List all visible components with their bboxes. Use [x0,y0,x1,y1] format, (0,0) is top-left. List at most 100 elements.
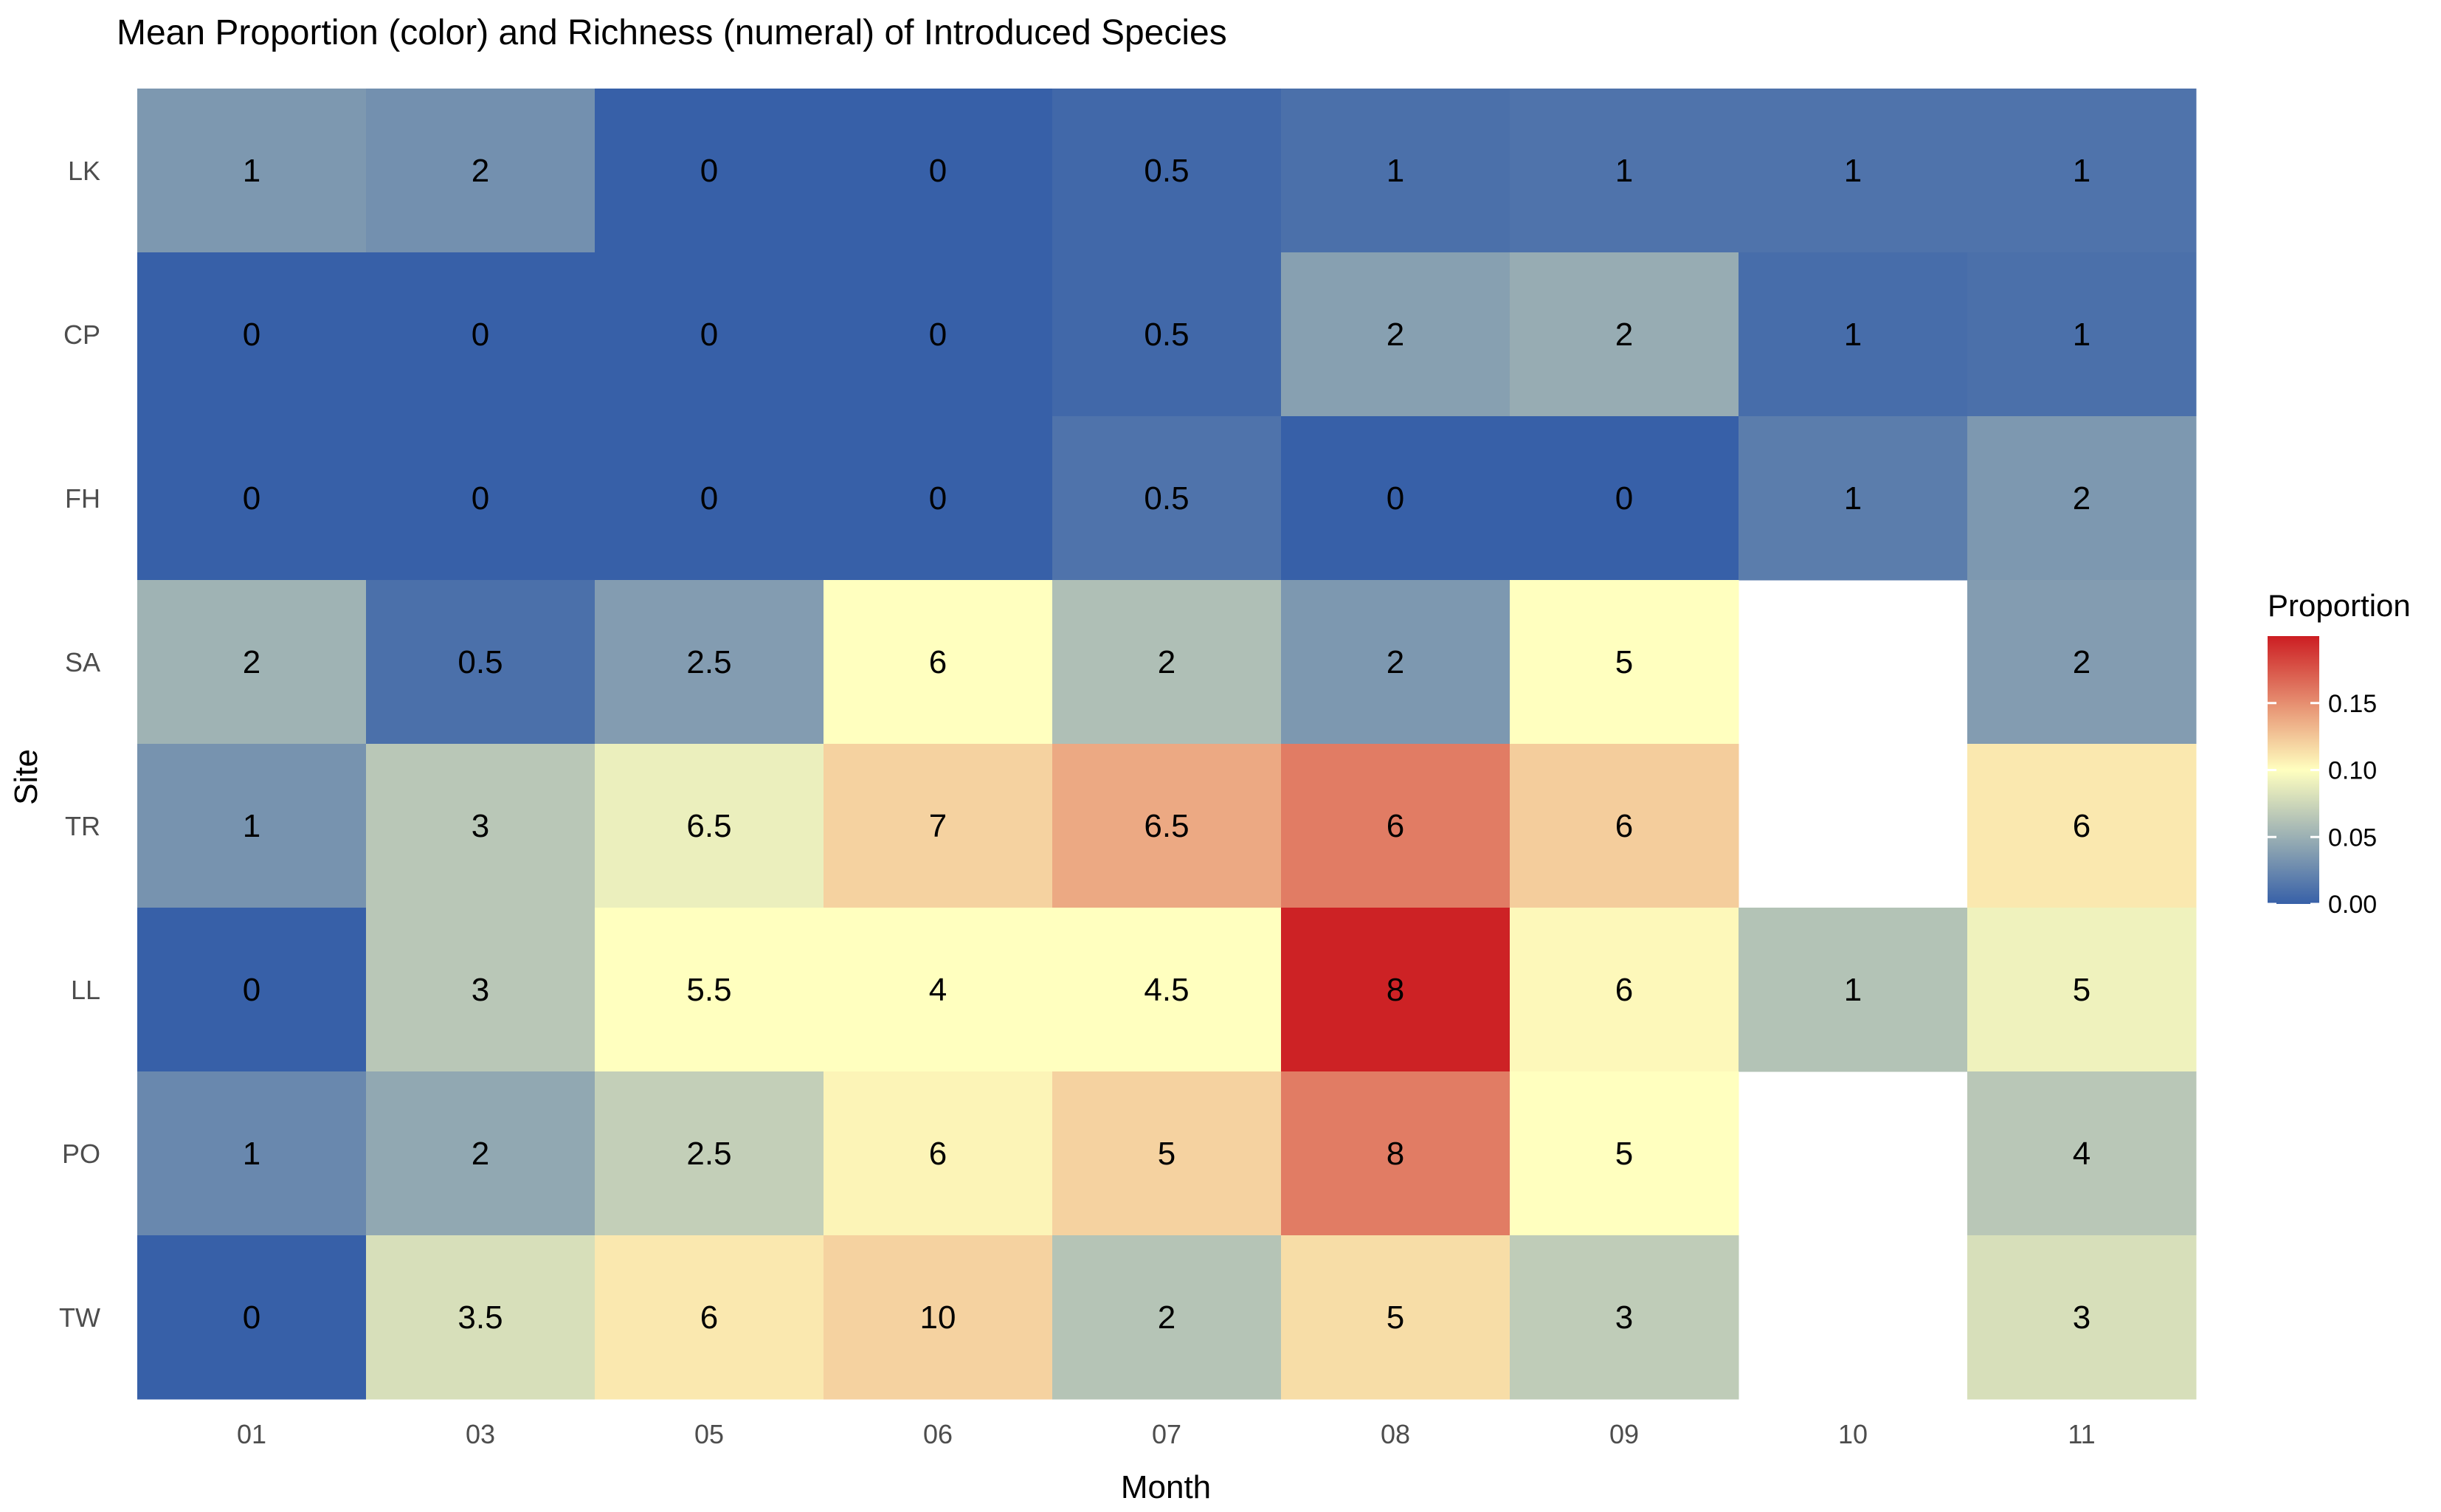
x-axis-title: Month [1121,1469,1211,1505]
cell-label-po-01: 1 [243,1136,260,1172]
heatmap-cell-fh-03 [366,416,595,581]
y-tick-label: PO [62,1139,100,1169]
heatmap-cell-po-05 [595,1071,824,1236]
cell-label-fh-03: 0 [472,480,489,517]
cell-label-cp-05: 0 [700,317,718,353]
cell-label-po-07: 5 [1158,1136,1175,1172]
heatmap-cell-po-09 [1510,1071,1739,1236]
x-tick-label: 08 [1381,1419,1410,1449]
cell-label-po-05: 2.5 [686,1136,731,1172]
cell-label-fh-09: 0 [1615,480,1633,517]
heatmap-cell-tr-11 [1967,744,2197,908]
cell-label-tr-11: 6 [2073,808,2090,844]
cell-label-cp-06: 0 [929,317,947,353]
heatmap-cell-tr-09 [1510,744,1739,908]
x-tick-label: 01 [237,1419,266,1449]
heatmap-cell-lk-05 [595,89,824,253]
cell-label-tr-01: 1 [243,808,260,844]
chart-title: Mean Proportion (color) and Richness (nu… [117,13,1227,52]
cell-label-po-03: 2 [472,1136,489,1172]
cell-label-tr-06: 7 [929,808,947,844]
heatmap-cell-cp-03 [366,252,595,417]
cell-label-sa-05: 2.5 [686,644,731,680]
y-tick-label: LK [68,156,100,186]
heatmap-cell-tw-08 [1281,1235,1510,1400]
cell-label-tw-09: 3 [1615,1299,1633,1336]
heatmap-cell-sa-07 [1052,580,1282,745]
heatmap-cell-ll-06 [824,908,1053,1072]
cell-label-ll-10: 1 [1844,972,1862,1008]
cell-label-fh-10: 1 [1844,480,1862,517]
heatmap-cell-fh-11 [1967,416,2197,581]
cell-label-po-09: 5 [1615,1136,1633,1172]
heatmap-cell-tr-08 [1281,744,1510,908]
heatmap-cell-cp-10 [1739,252,1968,417]
cell-label-tw-08: 5 [1387,1299,1404,1336]
cell-label-ll-11: 5 [2073,972,2090,1008]
heatmap-cell-fh-01 [137,416,367,581]
x-tick-label: 10 [1838,1419,1868,1449]
heatmap-cell-fh-07 [1052,416,1282,581]
cell-label-cp-11: 1 [2073,317,2090,353]
heatmap-cell-ll-05 [595,908,824,1072]
heatmap-cell-sa-05 [595,580,824,745]
x-tick-label: 03 [466,1419,495,1449]
cell-label-tr-08: 6 [1387,808,1404,844]
cell-label-cp-01: 0 [243,317,260,353]
heatmap-cell-ll-10 [1739,908,1968,1072]
heatmap-cell-po-07 [1052,1071,1282,1236]
cell-label-lk-07: 0.5 [1144,153,1189,189]
cell-labels: 1 2 0 0 0.5 1 1 1 10 0 0 0 0.5 2 2 1 10 0 0 0 0.5 0 0 1 22 0.5 2.5… [243,153,2090,1336]
heatmap-cell-cp-07 [1052,252,1282,417]
cell-label-sa-09: 5 [1615,644,1633,680]
cell-label-tw-11: 3 [2073,1299,2090,1336]
y-axis-ticks: LK CP FH SA TR LL PO TW [59,156,100,1333]
cell-label-lk-09: 1 [1615,153,1633,189]
heatmap-cell-sa-01 [137,580,367,745]
y-tick-label: LL [71,975,100,1005]
heatmap-cell-cp-01 [137,252,367,417]
heatmap-cell-tw-01 [137,1235,367,1400]
cell-label-cp-08: 2 [1387,317,1404,353]
x-axis-ticks: 01 03 05 06 07 08 09 10 11 [237,1419,2096,1449]
heatmap-cell-sa-03 [366,580,595,745]
heatmap-cell-tr-06 [824,744,1053,908]
cell-label-ll-05: 5.5 [686,972,731,1008]
heatmap-cell-ll-08 [1281,908,1510,1072]
heatmap-cell-tw-09 [1510,1235,1739,1400]
heatmap-cell-fh-09 [1510,416,1739,581]
cell-label-cp-10: 1 [1844,317,1862,353]
heatmap-cell-sa-09 [1510,580,1739,745]
x-tick-label: 11 [2068,1419,2095,1449]
cell-label-tr-07: 6.5 [1144,808,1189,844]
heatmap-cell-lk-07 [1052,89,1282,253]
cell-label-tw-05: 6 [700,1299,718,1336]
color-legend: Proportion 0.00 0.05 0.10 0.15 [2268,588,2411,919]
cell-label-sa-03: 0.5 [458,644,503,680]
cell-label-fh-08: 0 [1387,480,1404,517]
heatmap-cell-po-06 [824,1071,1053,1236]
cell-label-po-06: 6 [929,1136,947,1172]
heatmap-cell-lk-08 [1281,89,1510,253]
cell-label-lk-03: 2 [472,153,489,189]
cell-label-lk-01: 1 [243,153,260,189]
cell-label-sa-08: 2 [1387,644,1404,680]
cell-label-tw-06: 10 [920,1299,956,1336]
heatmap-cell-tw-03 [366,1235,595,1400]
cell-label-lk-10: 1 [1844,153,1862,189]
heatmap-cell-lk-10 [1739,89,1968,253]
y-axis-title: Site [8,749,44,805]
heatmap-cell-ll-09 [1510,908,1739,1072]
legend-tick-label: 0.05 [2328,824,2377,852]
cell-label-ll-07: 4.5 [1144,972,1189,1008]
y-tick-label: TR [65,811,100,841]
heatmap-cell-po-08 [1281,1071,1510,1236]
cell-label-fh-06: 0 [929,480,947,517]
heatmap-cell-cp-05 [595,252,824,417]
cell-label-lk-06: 0 [929,153,947,189]
cell-label-lk-08: 1 [1387,153,1404,189]
cell-label-po-11: 4 [2073,1136,2090,1172]
cell-label-ll-01: 0 [243,972,260,1008]
heatmap-cell-lk-01 [137,89,367,253]
heatmap-cell-sa-08 [1281,580,1510,745]
